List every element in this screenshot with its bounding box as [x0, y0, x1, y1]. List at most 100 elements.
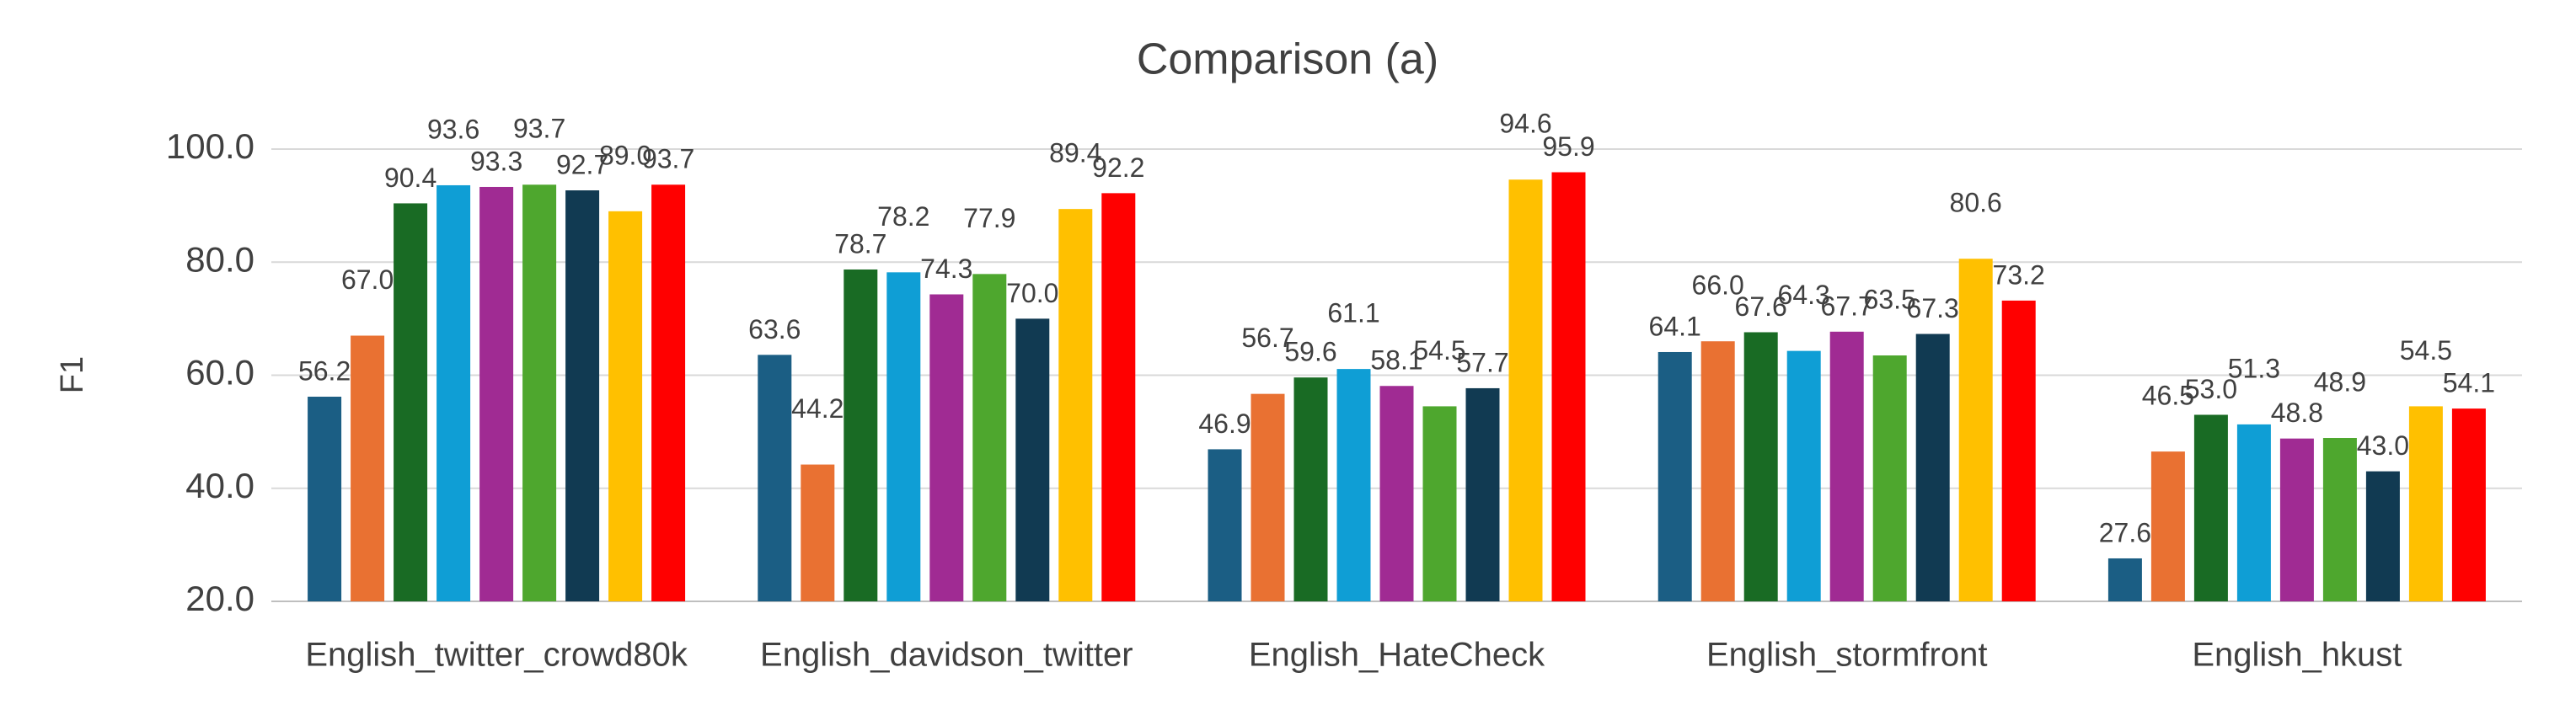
data-label: 78.2 — [877, 201, 929, 232]
bar — [479, 186, 514, 601]
bar — [801, 464, 835, 601]
data-label: 92.2 — [1092, 152, 1144, 183]
y-axis-title: F1 — [55, 356, 90, 393]
data-label: 59.6 — [1284, 337, 1336, 367]
data-label: 54.5 — [2400, 335, 2452, 366]
y-tick-label: 100.0 — [166, 126, 254, 166]
data-label: 95.9 — [1542, 131, 1594, 162]
bar — [2236, 424, 2271, 601]
bar — [1786, 350, 1821, 601]
bar — [308, 397, 342, 601]
data-label: 89.0 — [599, 140, 651, 170]
bar — [2193, 414, 2228, 601]
bar — [2451, 408, 2486, 601]
data-label: 92.7 — [556, 149, 608, 179]
data-label: 66.0 — [1692, 270, 1744, 301]
bar — [1336, 369, 1371, 601]
bar — [1743, 332, 1778, 601]
bar — [1551, 172, 1586, 602]
bar — [1251, 393, 1285, 601]
bar — [522, 184, 557, 601]
bar — [565, 190, 600, 601]
bar — [436, 184, 471, 601]
bar — [2150, 451, 2185, 601]
bar — [2365, 471, 2400, 601]
data-label: 74.3 — [920, 254, 972, 284]
data-label: 63.5 — [1864, 284, 1916, 314]
data-label: 63.6 — [748, 314, 801, 344]
bar — [2279, 438, 2314, 601]
bar — [972, 274, 1007, 601]
data-label: 43.0 — [2357, 430, 2409, 461]
data-label: 93.3 — [470, 146, 522, 176]
data-label: 67.0 — [341, 264, 394, 295]
data-label: 93.6 — [427, 114, 479, 144]
data-label: 67.6 — [1735, 291, 1787, 322]
bar — [886, 272, 921, 601]
data-label: 61.1 — [1327, 298, 1379, 328]
data-label: 93.7 — [642, 144, 694, 174]
bar — [1208, 449, 1242, 601]
data-label: 77.9 — [963, 203, 1015, 233]
bar — [1700, 341, 1735, 601]
bar — [1058, 209, 1093, 601]
bar — [2322, 438, 2357, 601]
data-label: 58.1 — [1370, 345, 1422, 376]
data-label: 57.7 — [1456, 347, 1508, 377]
data-label: 27.6 — [2099, 517, 2151, 547]
data-label: 78.7 — [834, 228, 886, 259]
data-label: 53.0 — [2185, 374, 2237, 404]
data-label: 94.6 — [1499, 109, 1551, 139]
data-label: 73.2 — [1993, 259, 2045, 290]
y-tick-label: 80.0 — [185, 239, 254, 279]
bar — [351, 335, 385, 601]
bar — [2001, 300, 2036, 601]
data-label: 93.7 — [513, 114, 565, 144]
x-tick-label: English_HateCheck — [1249, 637, 1545, 674]
data-label: 51.3 — [2228, 353, 2280, 383]
bar — [2107, 558, 2142, 601]
bar — [394, 203, 428, 601]
bar — [608, 211, 643, 601]
bar — [758, 355, 792, 601]
bar — [1872, 355, 1907, 601]
data-label: 64.1 — [1649, 311, 1701, 341]
bar — [1422, 406, 1457, 601]
data-label: 46.9 — [1198, 408, 1251, 439]
bar — [1658, 351, 1692, 601]
bar — [2408, 406, 2443, 601]
data-label: 64.3 — [1778, 280, 1830, 310]
chart-title: Comparison (a) — [1137, 35, 1438, 84]
bar — [1915, 334, 1950, 601]
x-tick-label: English_hkust — [2192, 637, 2402, 674]
data-label: 46.5 — [2142, 381, 2194, 411]
bar — [1829, 331, 1864, 601]
bar — [929, 294, 964, 601]
data-label: 90.4 — [384, 163, 436, 193]
data-label: 56.2 — [298, 355, 351, 386]
bar — [1958, 259, 1993, 601]
data-label: 70.0 — [1006, 278, 1058, 308]
bar — [1015, 318, 1050, 601]
data-label: 44.2 — [791, 393, 843, 424]
y-tick-label: 40.0 — [185, 466, 254, 505]
bar — [1465, 387, 1500, 601]
x-tick-label: English_davidson_twitter — [760, 637, 1133, 674]
data-label: 67.3 — [1907, 293, 1959, 323]
data-label: 67.7 — [1821, 291, 1873, 321]
x-tick-label: English_stormfront — [1706, 637, 1987, 674]
data-label: 54.1 — [2443, 368, 2495, 398]
data-label: 48.9 — [2314, 366, 2366, 397]
x-tick-label: English_twitter_crowd80k — [305, 637, 688, 674]
data-label: 56.7 — [1241, 323, 1293, 353]
bar — [1293, 377, 1328, 601]
bar — [651, 184, 686, 601]
bar — [1508, 179, 1543, 601]
data-label: 80.6 — [1950, 188, 2002, 218]
data-label: 48.8 — [2271, 398, 2323, 428]
bar — [1379, 386, 1414, 601]
data-label: 89.4 — [1049, 138, 1101, 168]
bar — [1101, 193, 1136, 602]
data-label: 54.5 — [1413, 335, 1465, 366]
